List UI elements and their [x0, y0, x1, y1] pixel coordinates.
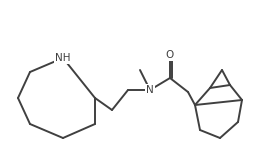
Text: O: O: [166, 50, 174, 60]
Text: NH: NH: [55, 53, 71, 63]
Text: N: N: [146, 85, 154, 95]
